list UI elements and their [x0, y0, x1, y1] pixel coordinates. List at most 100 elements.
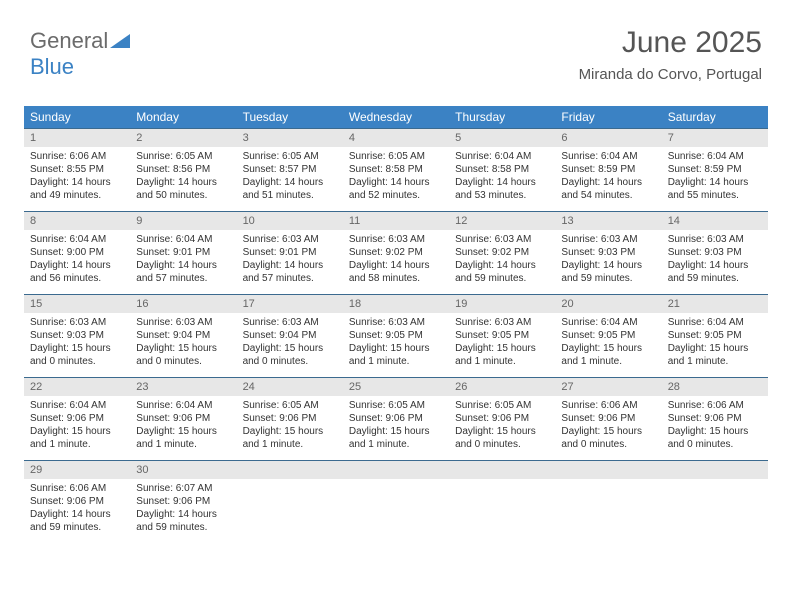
- daylight-text: and 53 minutes.: [455, 189, 549, 202]
- sunset-text: Sunset: 9:03 PM: [668, 246, 762, 259]
- weekday-header: Monday: [130, 106, 236, 128]
- day-cell: [555, 461, 661, 543]
- day-number: [449, 461, 555, 479]
- week-row: 8Sunrise: 6:04 AMSunset: 9:00 PMDaylight…: [24, 211, 768, 294]
- day-cell: 5Sunrise: 6:04 AMSunset: 8:58 PMDaylight…: [449, 129, 555, 211]
- daylight-text: Daylight: 15 hours: [455, 342, 549, 355]
- day-cell: [343, 461, 449, 543]
- week-row: 1Sunrise: 6:06 AMSunset: 8:55 PMDaylight…: [24, 128, 768, 211]
- daylight-text: Daylight: 15 hours: [136, 342, 230, 355]
- day-cell: 3Sunrise: 6:05 AMSunset: 8:57 PMDaylight…: [237, 129, 343, 211]
- day-number: 24: [237, 378, 343, 396]
- day-body: Sunrise: 6:03 AMSunset: 9:03 PMDaylight:…: [555, 230, 661, 291]
- day-body: Sunrise: 6:03 AMSunset: 9:02 PMDaylight:…: [343, 230, 449, 291]
- daylight-text: and 1 minute.: [349, 438, 443, 451]
- daylight-text: and 57 minutes.: [136, 272, 230, 285]
- daylight-text: and 1 minute.: [455, 355, 549, 368]
- daylight-text: Daylight: 14 hours: [561, 176, 655, 189]
- sunrise-text: Sunrise: 6:04 AM: [668, 316, 762, 329]
- calendar-grid: Sunday Monday Tuesday Wednesday Thursday…: [24, 106, 768, 543]
- sunset-text: Sunset: 9:05 PM: [349, 329, 443, 342]
- day-body: Sunrise: 6:04 AMSunset: 9:05 PMDaylight:…: [662, 313, 768, 374]
- day-number: 15: [24, 295, 130, 313]
- day-cell: 6Sunrise: 6:04 AMSunset: 8:59 PMDaylight…: [555, 129, 661, 211]
- day-number: 13: [555, 212, 661, 230]
- daylight-text: Daylight: 14 hours: [243, 176, 337, 189]
- day-cell: 10Sunrise: 6:03 AMSunset: 9:01 PMDayligh…: [237, 212, 343, 294]
- day-body: Sunrise: 6:05 AMSunset: 8:56 PMDaylight:…: [130, 147, 236, 208]
- sunset-text: Sunset: 9:02 PM: [455, 246, 549, 259]
- daylight-text: Daylight: 14 hours: [30, 508, 124, 521]
- daylight-text: Daylight: 14 hours: [561, 259, 655, 272]
- sunrise-text: Sunrise: 6:07 AM: [136, 482, 230, 495]
- day-cell: 13Sunrise: 6:03 AMSunset: 9:03 PMDayligh…: [555, 212, 661, 294]
- day-body: Sunrise: 6:06 AMSunset: 9:06 PMDaylight:…: [555, 396, 661, 457]
- day-number: 14: [662, 212, 768, 230]
- sunrise-text: Sunrise: 6:04 AM: [561, 316, 655, 329]
- day-body: Sunrise: 6:05 AMSunset: 8:57 PMDaylight:…: [237, 147, 343, 208]
- location-text: Miranda do Corvo, Portugal: [579, 66, 762, 83]
- daylight-text: Daylight: 15 hours: [136, 425, 230, 438]
- sunrise-text: Sunrise: 6:04 AM: [136, 233, 230, 246]
- daylight-text: and 59 minutes.: [136, 521, 230, 534]
- sunset-text: Sunset: 9:06 PM: [668, 412, 762, 425]
- page-title-block: June 2025 Miranda do Corvo, Portugal: [579, 26, 762, 83]
- day-body: Sunrise: 6:03 AMSunset: 9:01 PMDaylight:…: [237, 230, 343, 291]
- sunrise-text: Sunrise: 6:06 AM: [561, 399, 655, 412]
- daylight-text: Daylight: 15 hours: [455, 425, 549, 438]
- sunrise-text: Sunrise: 6:04 AM: [561, 150, 655, 163]
- daylight-text: and 51 minutes.: [243, 189, 337, 202]
- day-number: 29: [24, 461, 130, 479]
- day-number: 27: [555, 378, 661, 396]
- daylight-text: and 52 minutes.: [349, 189, 443, 202]
- day-cell: [449, 461, 555, 543]
- daylight-text: and 57 minutes.: [243, 272, 337, 285]
- day-body: Sunrise: 6:03 AMSunset: 9:04 PMDaylight:…: [237, 313, 343, 374]
- daylight-text: and 58 minutes.: [349, 272, 443, 285]
- day-body: Sunrise: 6:05 AMSunset: 8:58 PMDaylight:…: [343, 147, 449, 208]
- logo-triangle-icon: [110, 34, 130, 50]
- day-cell: 21Sunrise: 6:04 AMSunset: 9:05 PMDayligh…: [662, 295, 768, 377]
- day-number: 18: [343, 295, 449, 313]
- sunset-text: Sunset: 9:05 PM: [561, 329, 655, 342]
- week-row: 15Sunrise: 6:03 AMSunset: 9:03 PMDayligh…: [24, 294, 768, 377]
- sunset-text: Sunset: 8:59 PM: [561, 163, 655, 176]
- daylight-text: Daylight: 15 hours: [30, 425, 124, 438]
- sunset-text: Sunset: 9:04 PM: [243, 329, 337, 342]
- day-number: 1: [24, 129, 130, 147]
- sunrise-text: Sunrise: 6:03 AM: [349, 316, 443, 329]
- day-number: 10: [237, 212, 343, 230]
- daylight-text: Daylight: 14 hours: [349, 176, 443, 189]
- sunset-text: Sunset: 9:06 PM: [243, 412, 337, 425]
- day-body: Sunrise: 6:03 AMSunset: 9:04 PMDaylight:…: [130, 313, 236, 374]
- daylight-text: and 1 minute.: [136, 438, 230, 451]
- day-body: Sunrise: 6:03 AMSunset: 9:03 PMDaylight:…: [24, 313, 130, 374]
- daylight-text: and 50 minutes.: [136, 189, 230, 202]
- weekday-header: Wednesday: [343, 106, 449, 128]
- sunrise-text: Sunrise: 6:05 AM: [136, 150, 230, 163]
- sunrise-text: Sunrise: 6:03 AM: [455, 233, 549, 246]
- day-number: [343, 461, 449, 479]
- day-body: [449, 479, 555, 488]
- day-body: [343, 479, 449, 488]
- day-number: 7: [662, 129, 768, 147]
- daylight-text: and 1 minute.: [561, 355, 655, 368]
- sunrise-text: Sunrise: 6:03 AM: [243, 316, 337, 329]
- logo: General Blue: [30, 28, 130, 80]
- daylight-text: and 59 minutes.: [455, 272, 549, 285]
- week-row: 22Sunrise: 6:04 AMSunset: 9:06 PMDayligh…: [24, 377, 768, 460]
- sunrise-text: Sunrise: 6:06 AM: [30, 150, 124, 163]
- sunset-text: Sunset: 9:03 PM: [561, 246, 655, 259]
- day-body: Sunrise: 6:03 AMSunset: 9:02 PMDaylight:…: [449, 230, 555, 291]
- logo-word2: Blue: [30, 54, 74, 79]
- day-body: Sunrise: 6:04 AMSunset: 9:06 PMDaylight:…: [24, 396, 130, 457]
- day-cell: 14Sunrise: 6:03 AMSunset: 9:03 PMDayligh…: [662, 212, 768, 294]
- day-body: Sunrise: 6:04 AMSunset: 8:58 PMDaylight:…: [449, 147, 555, 208]
- daylight-text: Daylight: 14 hours: [349, 259, 443, 272]
- logo-word1: General: [30, 28, 108, 53]
- daylight-text: Daylight: 15 hours: [668, 342, 762, 355]
- sunset-text: Sunset: 9:06 PM: [349, 412, 443, 425]
- sunset-text: Sunset: 9:06 PM: [30, 412, 124, 425]
- day-number: [237, 461, 343, 479]
- sunrise-text: Sunrise: 6:03 AM: [455, 316, 549, 329]
